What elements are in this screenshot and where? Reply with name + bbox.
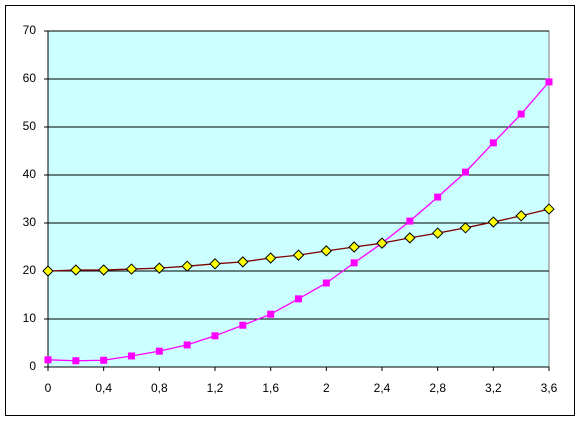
y-tick-label: 60: [23, 71, 37, 85]
x-tick-label: 1,2: [207, 381, 224, 395]
x-tick-label: 0: [45, 381, 52, 395]
plot-area: [47, 30, 550, 368]
x-tick-label: 3,2: [485, 381, 502, 395]
y-tick-label: 20: [23, 263, 37, 277]
data-point: [545, 78, 553, 86]
x-tick-label: 0,8: [151, 381, 168, 395]
data-point: [348, 241, 360, 253]
data-point: [543, 203, 555, 215]
y-tick-label: 0: [29, 359, 36, 373]
x-tick-label: 2: [323, 381, 330, 395]
data-point: [267, 310, 275, 318]
data-point: [517, 110, 525, 118]
data-point: [376, 237, 388, 249]
data-point: [322, 279, 330, 287]
data-point: [237, 256, 249, 268]
data-point: [181, 260, 193, 272]
x-tick-label: 3,6: [541, 381, 558, 395]
data-point: [292, 249, 305, 261]
y-tick-label: 50: [23, 119, 37, 133]
data-point: [295, 295, 302, 303]
x-tick-label: 0,4: [95, 381, 112, 395]
data-point: [211, 332, 219, 340]
data-point: [404, 232, 416, 244]
data-point: [183, 341, 191, 349]
data-point: [239, 321, 247, 329]
data-point: [487, 216, 500, 228]
data-point: [320, 245, 333, 257]
data-point: [44, 356, 52, 364]
data-point: [462, 168, 469, 176]
data-point: [72, 357, 80, 365]
data-point: [70, 264, 82, 276]
data-point: [264, 252, 277, 264]
data-point: [209, 258, 221, 270]
data-point: [515, 210, 527, 222]
data-point: [489, 139, 497, 147]
data-point: [100, 356, 108, 364]
data-point: [125, 263, 138, 275]
x-tick-label: 2,4: [374, 381, 391, 395]
data-point: [406, 217, 414, 225]
x-tick-label: 1,6: [262, 381, 279, 395]
data-point: [128, 352, 135, 360]
data-point: [434, 193, 442, 201]
data-point: [431, 227, 444, 239]
y-tick-label: 70: [23, 23, 37, 37]
data-point: [459, 222, 472, 234]
data-point: [42, 265, 54, 277]
y-tick-label: 30: [23, 215, 37, 229]
x-tick-label: 2,8: [429, 381, 446, 395]
data-point: [350, 259, 358, 267]
y-tick-label: 40: [23, 167, 37, 181]
data-point: [155, 347, 163, 355]
data-point: [153, 262, 166, 274]
y-tick-label: 10: [23, 311, 37, 325]
data-point: [97, 264, 110, 276]
